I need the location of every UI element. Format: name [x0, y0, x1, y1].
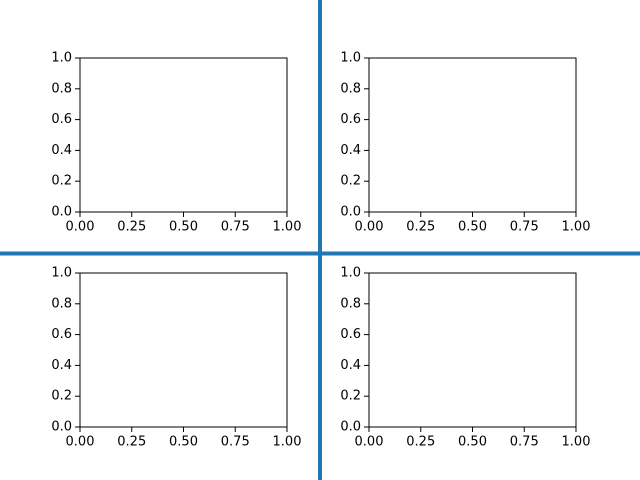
- x-tick-label: 0.75: [221, 435, 250, 450]
- x-tick-label: 0.75: [510, 220, 539, 235]
- y-tick-label: 0.2: [51, 174, 72, 189]
- y-tick-label: 0.2: [340, 389, 361, 404]
- x-tick-label: 0.50: [458, 220, 487, 235]
- x-tick-label: 0.25: [117, 435, 146, 450]
- x-tick-label: 0.25: [406, 435, 435, 450]
- y-tick-label: 0.8: [51, 81, 72, 96]
- y-tick-label: 0.2: [51, 389, 72, 404]
- x-tick-label: 0.25: [406, 220, 435, 235]
- y-tick-label: 0.0: [340, 420, 361, 435]
- x-tick-label: 1.00: [273, 220, 302, 235]
- y-tick-label: 0.4: [51, 143, 72, 158]
- y-tick-label: 1.0: [51, 266, 72, 281]
- y-tick-label: 0.4: [340, 143, 361, 158]
- x-tick-label: 0.50: [458, 435, 487, 450]
- y-tick-label: 0.2: [340, 174, 361, 189]
- x-tick-label: 0.25: [117, 220, 146, 235]
- y-tick-label: 1.0: [340, 266, 361, 281]
- x-tick-label: 0.75: [221, 220, 250, 235]
- y-tick-label: 0.4: [51, 358, 72, 373]
- x-tick-label: 0.75: [510, 435, 539, 450]
- y-tick-label: 0.8: [340, 81, 361, 96]
- y-tick-label: 0.6: [51, 112, 72, 127]
- y-tick-label: 0.4: [340, 358, 361, 373]
- y-tick-label: 0.8: [340, 296, 361, 311]
- axes-layer: 0.00 0.25 0.50 0.75 1.00 0.0 0.2 0.4 0.6 0.8 1.0 0.…: [51, 51, 590, 450]
- y-tick-label: 0.6: [51, 327, 72, 342]
- y-tick-label: 1.0: [340, 51, 361, 66]
- x-tick-label: 1.00: [562, 435, 591, 450]
- x-tick-label: 0.00: [355, 220, 384, 235]
- y-tick-label: 1.0: [51, 51, 72, 66]
- y-tick-label: 0.8: [51, 296, 72, 311]
- y-tick-label: 0.6: [340, 327, 361, 342]
- x-tick-label: 1.00: [562, 220, 591, 235]
- x-tick-label: 0.00: [355, 435, 384, 450]
- x-tick-label: 0.00: [66, 220, 95, 235]
- x-tick-label: 0.50: [169, 220, 198, 235]
- x-tick-label: 1.00: [273, 435, 302, 450]
- x-tick-label: 0.50: [169, 435, 198, 450]
- y-tick-label: 0.0: [340, 205, 361, 220]
- y-tick-label: 0.0: [51, 205, 72, 220]
- x-tick-label: 0.00: [66, 435, 95, 450]
- y-tick-label: 0.0: [51, 420, 72, 435]
- y-tick-label: 0.6: [340, 112, 361, 127]
